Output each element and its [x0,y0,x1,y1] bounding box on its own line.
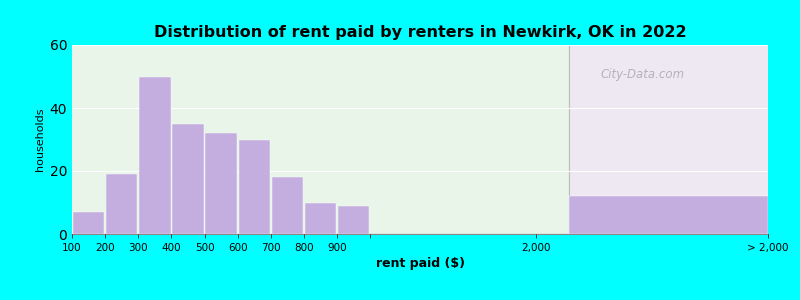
Bar [238,140,270,234]
Bar [139,76,170,234]
Bar [73,212,104,234]
Bar [206,133,237,234]
Y-axis label: households: households [35,108,46,171]
Bar [106,174,138,234]
Text: City-Data.com: City-Data.com [601,68,685,81]
Bar [305,202,336,234]
Bar [569,196,768,234]
X-axis label: rent paid ($): rent paid ($) [375,257,465,270]
Bar [272,177,303,234]
Title: Distribution of rent paid by renters in Newkirk, OK in 2022: Distribution of rent paid by renters in … [154,25,686,40]
Bar [338,206,370,234]
Bar [569,45,768,234]
Bar [172,124,204,234]
